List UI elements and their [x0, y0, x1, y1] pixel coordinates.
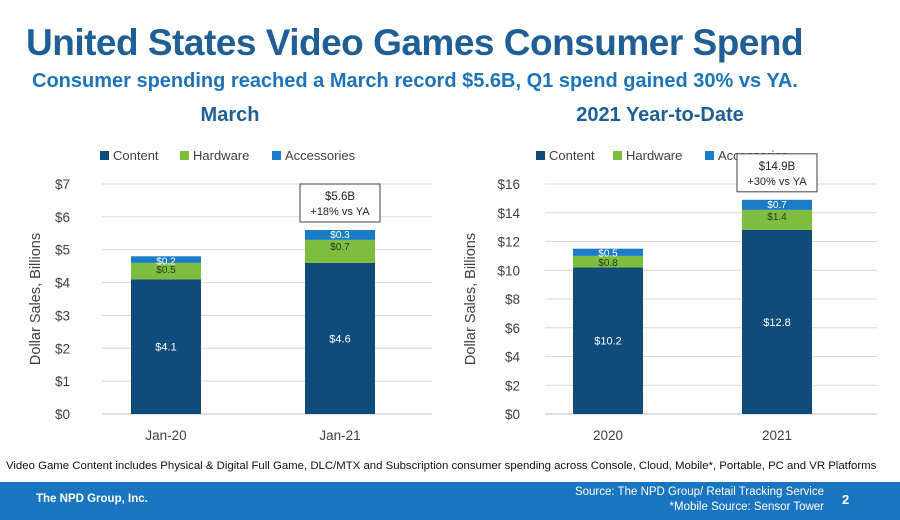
y-tick-label: $0: [505, 407, 520, 422]
legend-label-content: Content: [113, 148, 159, 163]
chart-title-march: March: [200, 104, 260, 126]
legend-label-accessories: Accessories: [285, 148, 356, 163]
data-label-hardware: $1.4: [767, 212, 787, 223]
y-tick-label: $0: [55, 407, 70, 422]
y-tick-label: $16: [497, 177, 520, 192]
callout-box: [299, 183, 381, 223]
y-tick-label: $6: [55, 210, 70, 225]
legend-swatch-hardware: [613, 151, 622, 160]
page-number: 2: [842, 492, 850, 507]
callout-total: $5.6B: [325, 191, 355, 203]
bar-accessories-jan-20: [131, 256, 201, 263]
bar-content-jan-20: [131, 279, 201, 414]
bar-content-2021: [742, 230, 812, 414]
page-title: United States Video Games Consumer Spend: [26, 22, 804, 63]
legend-swatch-hardware: [180, 151, 189, 160]
y-tick-label: $3: [55, 308, 70, 323]
data-label-accessories: $0.5: [598, 249, 618, 260]
y-tick-label: $5: [55, 243, 70, 258]
bar-hardware-2020: [573, 255, 643, 268]
y-tick-label: $14: [497, 206, 520, 221]
data-label-hardware: $0.5: [156, 265, 176, 276]
page-subtitle: Consumer spending reached a March record…: [32, 70, 798, 92]
chart-ytd: ContentHardwareAccessories$0$2$4$6$8$10$…: [463, 148, 877, 443]
chart-title-ytd: 2021 Year-to-Date: [576, 104, 744, 126]
y-tick-label: $6: [505, 321, 520, 336]
y-tick-label: $7: [55, 177, 70, 192]
chart-march: Content Hardware Accessories $0 $1 $2 $3 $4 $5 $6…: [28, 148, 432, 443]
legend-swatch-accessories: [705, 151, 714, 160]
data-label-accessories: $0.2: [156, 256, 176, 267]
callout-growth: +30% vs YA: [747, 176, 807, 188]
source-line-1: Source: The NPD Group/ Retail Tracking S…: [574, 486, 824, 498]
callout-total: $14.9B: [759, 161, 796, 173]
y-axis-label: Dollar Sales, Billions: [463, 233, 479, 365]
bar-content-2020: [573, 267, 643, 414]
y-tick-label: $1: [55, 374, 70, 389]
bar-content-jan-21: [305, 262, 375, 414]
bar-accessories-2020: [573, 248, 643, 256]
legend-label-content: Content: [549, 148, 595, 163]
x-tick-label: Jan-20: [145, 428, 186, 443]
legend-label-hardware: Hardware: [193, 148, 249, 163]
x-tick-label: Jan-21: [319, 428, 360, 443]
data-label-content: $12.8: [763, 317, 791, 329]
y-tick-label: $4: [505, 350, 521, 365]
bar-hardware-jan-21: [305, 239, 375, 263]
y-axis-label: Dollar Sales, Billions: [28, 233, 44, 365]
y-tick-label: $8: [505, 292, 520, 307]
footer-bar: The NPD Group, Inc. Source: The NPD Grou…: [0, 482, 900, 520]
company-name: The NPD Group, Inc.: [36, 493, 148, 505]
bar-accessories-2021: [742, 199, 812, 210]
y-tick-label: $12: [497, 235, 520, 250]
data-label-content: $4.1: [155, 342, 176, 354]
y-tick-label: $10: [497, 263, 520, 278]
bar-accessories-jan-21: [305, 230, 375, 240]
data-label-hardware: $0.8: [598, 258, 618, 269]
data-label-content: $10.2: [594, 336, 622, 348]
data-label-content: $4.6: [329, 333, 350, 345]
callout-box: [736, 153, 818, 193]
bar-hardware-2021: [742, 209, 812, 230]
data-label-accessories: $0.3: [330, 230, 350, 241]
callout-growth: +18% vs YA: [310, 206, 370, 218]
bar-hardware-jan-20: [131, 262, 201, 280]
x-tick-label: 2021: [762, 428, 792, 443]
y-tick-label: $2: [55, 341, 70, 356]
source-line-2: *Mobile Source: Sensor Tower: [669, 501, 824, 513]
y-tick-label: $4: [55, 276, 71, 291]
legend-swatch-content: [536, 151, 545, 160]
y-tick-label: $2: [505, 378, 520, 393]
source-note: Source: The NPD Group/ Retail Tracking S…: [575, 485, 824, 515]
data-label-accessories: $0.7: [767, 200, 787, 211]
legend-label-hardware: Hardware: [626, 148, 682, 163]
footnote: Video Game Content includes Physical & D…: [6, 460, 877, 472]
x-tick-label: 2020: [593, 428, 623, 443]
legend-swatch-accessories: [272, 151, 281, 160]
legend-swatch-content: [100, 151, 109, 160]
data-label-hardware: $0.7: [330, 242, 350, 253]
